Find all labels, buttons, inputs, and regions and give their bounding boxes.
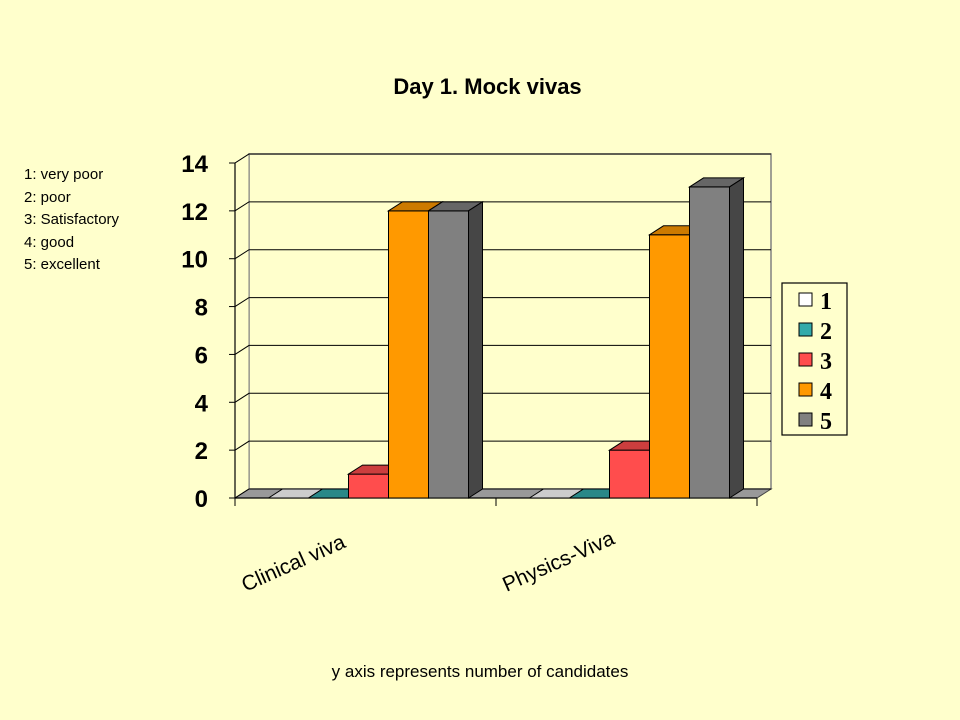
legend-swatch — [798, 382, 813, 397]
bar-front — [689, 186, 730, 499]
bars — [266, 177, 746, 499]
bar-front — [609, 449, 650, 499]
gridline — [234, 249, 771, 260]
gridline — [234, 440, 771, 451]
legend-swatch — [798, 412, 813, 427]
bar-front — [428, 210, 469, 499]
rating-key-item-5: 5: excellent — [24, 256, 100, 273]
x-category-label: Clinical viva — [238, 530, 349, 596]
chart-title: Day 1. Mock vivas — [393, 74, 582, 99]
y-tick-label: 14 — [181, 151, 208, 178]
gridline — [234, 201, 771, 212]
bar-5-0 — [426, 200, 485, 499]
bar-5-1 — [687, 177, 746, 499]
y-tick-label: 8 — [195, 295, 208, 322]
legend: 1 2 3 4 5 — [781, 282, 848, 436]
gridline — [234, 297, 771, 307]
gridline — [234, 153, 771, 164]
y-tick-label: 6 — [195, 342, 208, 369]
rating-key-item-3: 3: Satisfactory — [24, 211, 120, 228]
y-tick-label: 12 — [181, 199, 208, 226]
legend-box — [781, 282, 848, 436]
x-category-labels: Clinical viva Physics-Viva — [238, 527, 618, 597]
y-tick-label: 10 — [181, 247, 208, 274]
rating-key-item-4: 4: good — [24, 233, 75, 251]
x-category-label: Physics-Viva — [499, 527, 618, 597]
bar-front — [348, 473, 389, 499]
bar-front — [388, 210, 429, 499]
legend-swatch — [798, 322, 813, 337]
y-tick-label: 0 — [195, 486, 208, 513]
y-tick-label: 2 — [195, 438, 208, 465]
bar-front — [649, 234, 690, 499]
legend-swatch — [798, 352, 813, 367]
footnote: y axis represents number of candidates — [331, 662, 629, 681]
rating-key-item-2: 2: poor — [24, 188, 71, 206]
rating-key: 1: very poor 2: poor 3: Satisfactory 4: … — [24, 164, 119, 277]
y-tick-labels: 0 2 4 6 8 10 12 14 — [181, 151, 208, 513]
bar-side — [468, 200, 483, 499]
legend-label: 2 — [820, 319, 832, 345]
gridline — [234, 344, 771, 355]
legend-label: 4 — [820, 379, 832, 405]
legend-label: 3 — [820, 349, 832, 375]
legend-label: 5 — [820, 409, 832, 435]
y-tick-label: 4 — [195, 390, 209, 417]
gridline — [234, 392, 771, 403]
side-wall — [234, 153, 250, 499]
rating-key-item-1: 1: very poor — [24, 166, 104, 183]
legend-label: 1 — [820, 289, 832, 315]
bar-side — [729, 177, 744, 499]
legend-swatch — [798, 292, 813, 307]
